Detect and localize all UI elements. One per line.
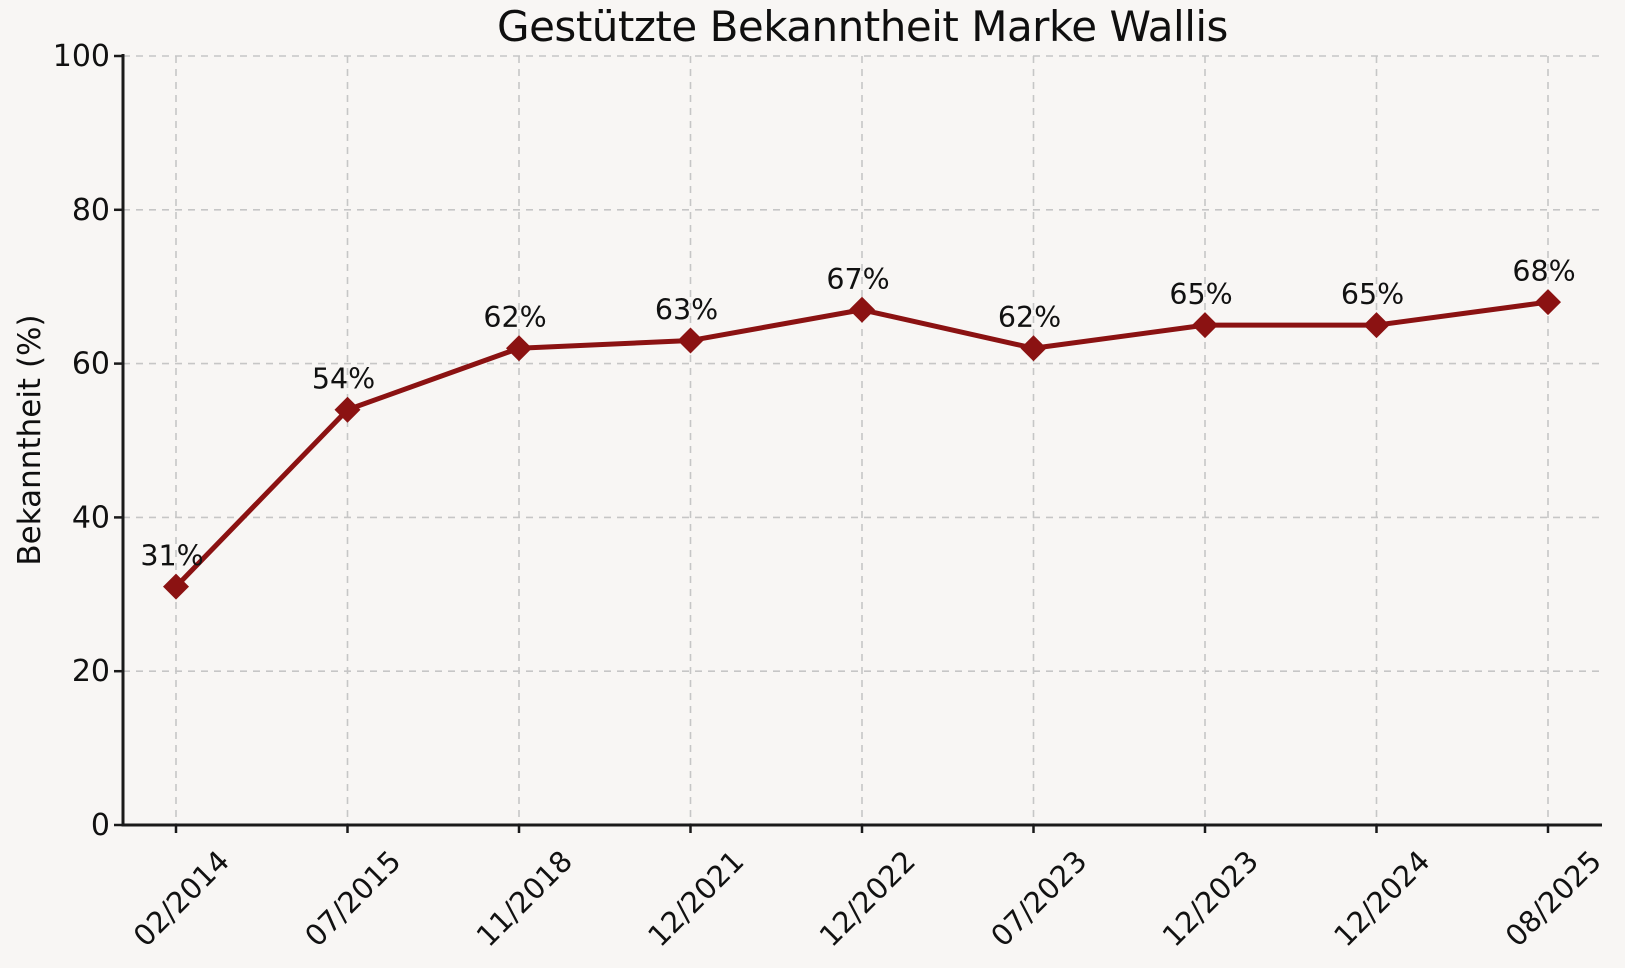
y-tick-label: 0 [91,808,110,843]
y-tick-label: 80 [72,193,110,228]
x-tick-label: 11/2018 [470,844,579,953]
x-tick-label: 12/2023 [1156,844,1265,953]
y-tick-label: 60 [72,347,110,382]
y-tick-label: 20 [72,654,110,689]
x-tick-label: 07/2015 [298,844,407,953]
data-point-marker [334,396,361,423]
x-tick-label: 12/2022 [813,844,922,953]
data-point-marker [1020,335,1047,362]
data-point-label: 62% [998,301,1061,334]
y-tick-label: 40 [72,500,110,535]
data-point-label: 63% [655,294,718,327]
data-point-label: 68% [1512,255,1575,288]
data-point-label: 65% [1169,278,1232,311]
data-point-marker [163,573,189,600]
data-point-marker [1192,312,1218,339]
data-point-marker [1535,289,1561,316]
data-point-label: 62% [483,301,546,334]
chart-title: Gestützte Bekanntheit Marke Wallis [497,2,1228,51]
data-point-marker [677,327,704,354]
data-point-label: 54% [312,363,375,396]
x-tick-label: 08/2025 [1499,844,1608,953]
x-tick-label: 07/2023 [984,844,1093,953]
y-tick-label: 100 [53,39,110,74]
data-point-marker [506,335,532,362]
y-axis-label: Bekanntheit (%) [12,314,48,566]
data-point-label: 67% [826,263,889,296]
x-tick-label: 12/2024 [1327,844,1436,953]
x-tick-label: 12/2021 [641,844,750,953]
data-point-label: 31% [140,540,203,573]
data-point-label: 65% [1341,278,1404,311]
x-tick-label: 02/2014 [127,844,236,953]
data-point-marker [849,296,875,323]
data-point-marker [1363,312,1390,339]
